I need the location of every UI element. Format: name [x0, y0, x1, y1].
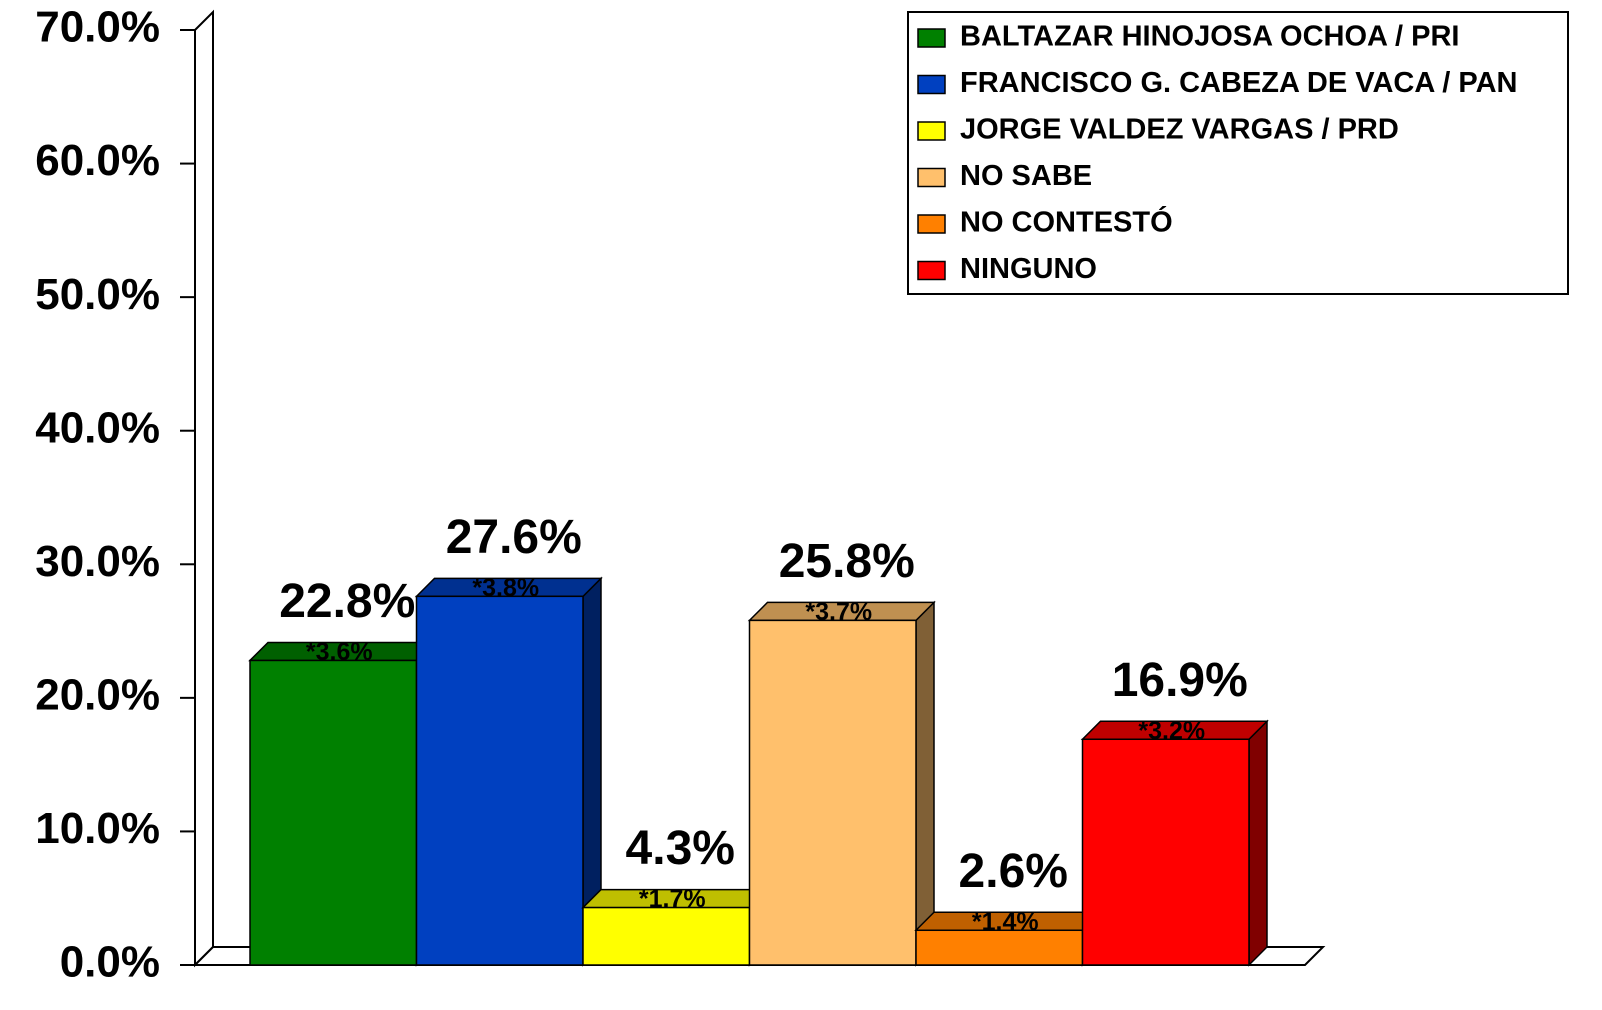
- error-label: *3.2%: [1138, 717, 1205, 745]
- y-tick-label: 0.0%: [60, 938, 160, 987]
- y-tick-label: 30.0%: [35, 537, 160, 586]
- legend-label: NO SABE: [960, 160, 1092, 192]
- value-label: 27.6%: [446, 511, 582, 564]
- bar-side: [1248, 719, 1268, 967]
- bar: [582, 906, 751, 966]
- back-wall: [194, 9, 214, 968]
- bar: [915, 929, 1084, 966]
- error-label: *1.7%: [639, 885, 706, 913]
- value-label: 2.6%: [959, 845, 1068, 898]
- legend: [907, 11, 1569, 295]
- legend-swatch: [917, 214, 946, 234]
- legend-label: FRANCISCO G. CABEZA DE VACA / PAN: [960, 67, 1517, 99]
- legend-label: JORGE VALDEZ VARGAS / PRD: [960, 114, 1399, 146]
- legend-swatch: [917, 260, 946, 281]
- error-label: *1.4%: [972, 908, 1039, 936]
- y-tick-label: 40.0%: [35, 403, 160, 452]
- y-tick-label: 70.0%: [35, 3, 160, 52]
- legend-swatch: [917, 121, 946, 141]
- y-tick-label: 20.0%: [35, 670, 160, 719]
- bar-side: [915, 600, 935, 967]
- value-label: 22.8%: [279, 575, 415, 628]
- y-tick-label: 60.0%: [35, 136, 160, 185]
- bar: [249, 659, 418, 966]
- legend-swatch: [917, 167, 946, 188]
- legend-swatch: [917, 28, 946, 48]
- legend-label: NO CONTESTÓ: [960, 205, 1173, 239]
- legend-swatch: [917, 74, 946, 95]
- legend-label: BALTAZAR HINOJOSA OCHOA / PRI: [960, 21, 1459, 53]
- error-label: *3.8%: [472, 574, 539, 602]
- value-label: 4.3%: [626, 822, 735, 875]
- error-label: *3.7%: [805, 598, 872, 626]
- bar: [415, 595, 584, 966]
- bar: [1081, 738, 1250, 966]
- legend-label: NINGUNO: [960, 253, 1097, 285]
- y-tick-label: 50.0%: [35, 270, 160, 319]
- bar: [748, 619, 917, 966]
- y-tick-label: 10.0%: [35, 804, 160, 853]
- error-label: *3.6%: [306, 638, 373, 666]
- value-label: 25.8%: [779, 535, 915, 588]
- value-label: 16.9%: [1112, 654, 1248, 707]
